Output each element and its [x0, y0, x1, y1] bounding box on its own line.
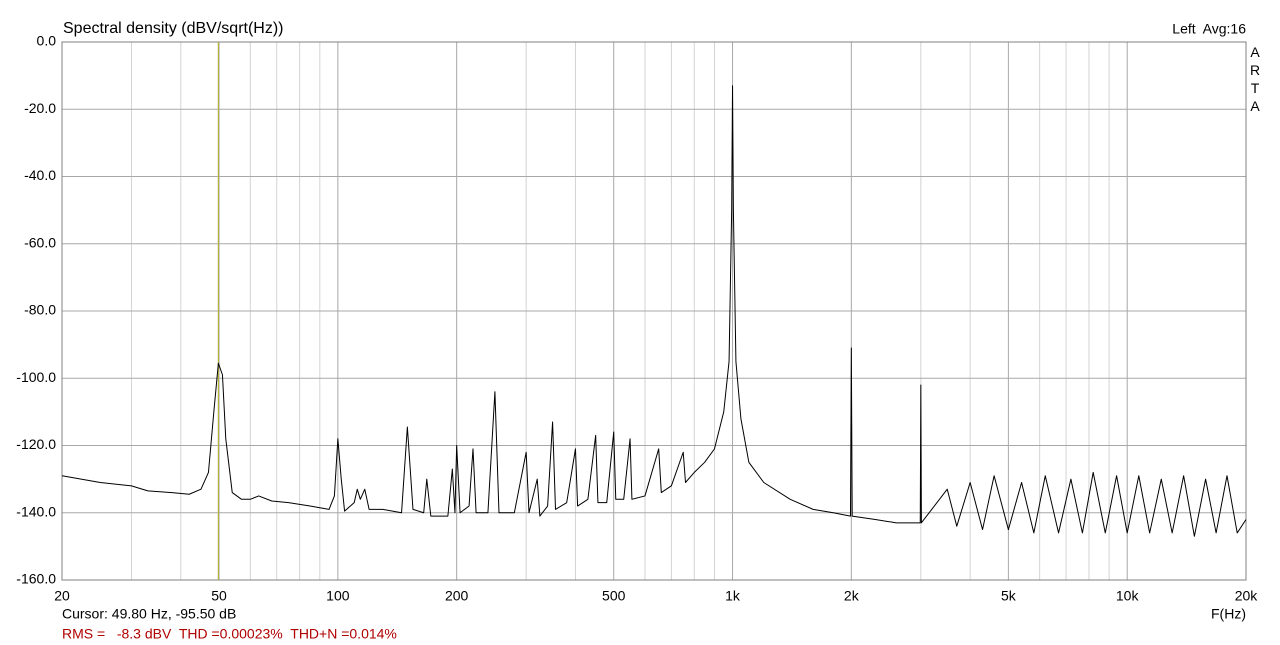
- y-tick-label: -80.0: [24, 302, 56, 318]
- x-tick-label: 5k: [1001, 588, 1017, 604]
- y-tick-label: -100.0: [16, 369, 56, 385]
- x-tick-label: 1k: [725, 588, 741, 604]
- spectrum-line: [61, 85, 1247, 537]
- status-label: Left Avg:16: [1172, 21, 1246, 37]
- plot-frame: [61, 41, 1247, 581]
- x-tick-label: 20: [54, 588, 70, 604]
- y-tick-label: -140.0: [16, 503, 56, 519]
- x-axis-label: F(Hz): [1211, 606, 1246, 622]
- x-tick-label: 500: [602, 588, 626, 604]
- brand-label: ARTA: [1247, 44, 1263, 116]
- x-tick-label: 10k: [1116, 588, 1140, 604]
- cursor-readout: Cursor: 49.80 Hz, -95.50 dB: [62, 606, 236, 622]
- y-tick-label: -20.0: [24, 100, 56, 116]
- summary-readout: RMS = -8.3 dBV THD =0.00023% THD+N =0.01…: [62, 626, 397, 642]
- x-tick-label: 2k: [844, 588, 860, 604]
- x-tick-label: 200: [445, 588, 469, 604]
- x-tick-label: 50: [211, 588, 227, 604]
- y-tick-label: 0.0: [37, 33, 57, 49]
- y-tick-label: -40.0: [24, 167, 56, 183]
- y-tick-label: -120.0: [16, 436, 56, 452]
- y-tick-label: -60.0: [24, 234, 56, 250]
- chart-title: Spectral density (dBV/sqrt(Hz)): [63, 20, 284, 37]
- x-tick-label: 100: [326, 588, 350, 604]
- x-tick-label: 20k: [1235, 588, 1259, 604]
- y-tick-label: -160.0: [16, 571, 56, 587]
